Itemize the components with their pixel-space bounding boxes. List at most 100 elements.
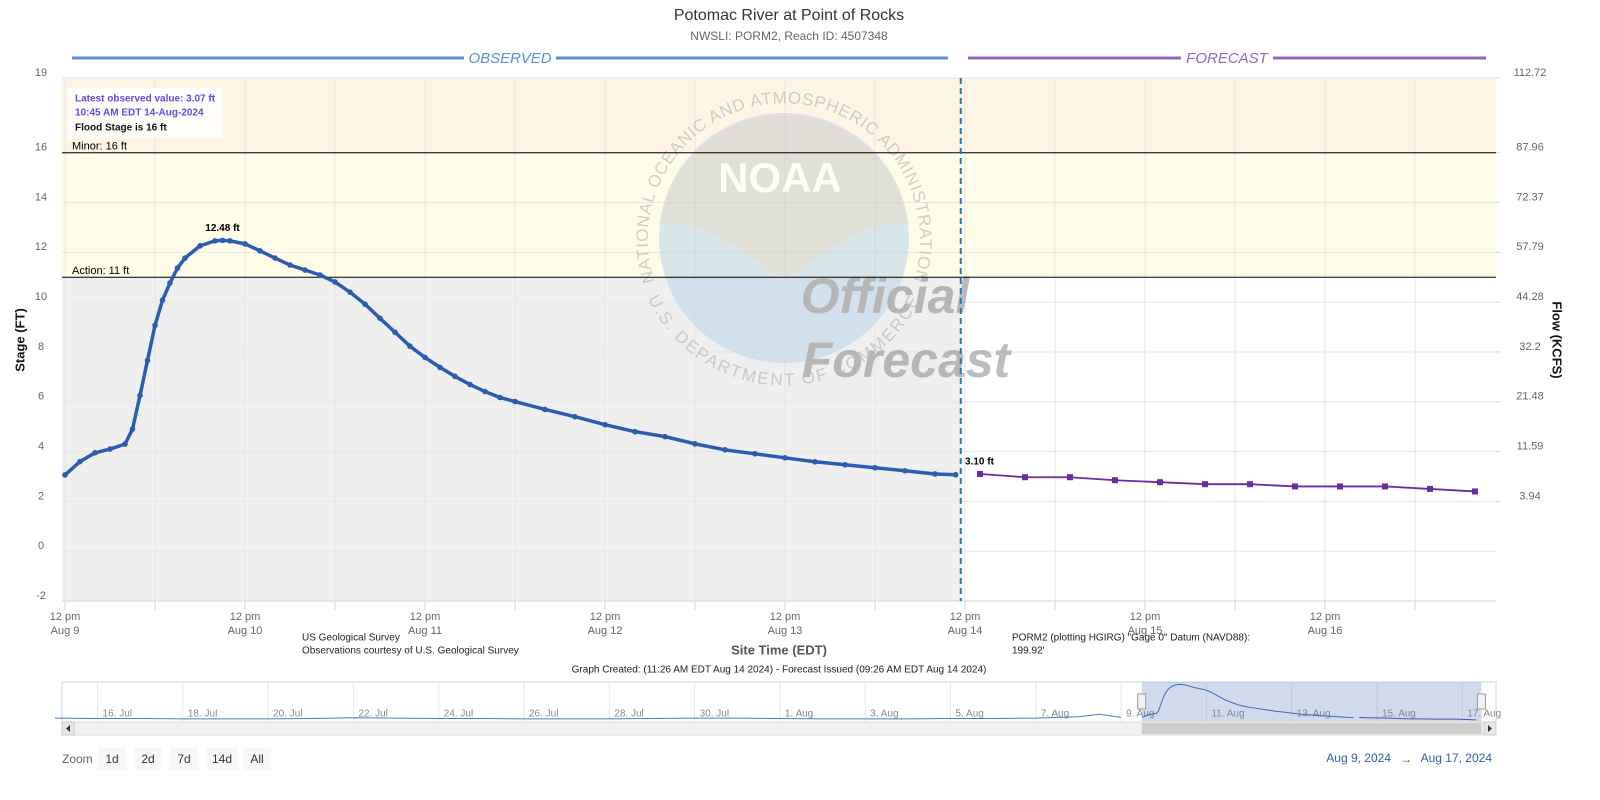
data-point — [347, 289, 353, 295]
x-tick-label: 12 pm — [770, 611, 801, 623]
data-point — [62, 472, 68, 478]
data-point — [1022, 474, 1028, 481]
data-point — [92, 450, 98, 456]
data-point — [722, 447, 728, 453]
navigator-handle[interactable] — [1476, 693, 1486, 710]
data-point — [482, 388, 488, 395]
data-point — [1247, 481, 1253, 488]
data-point — [174, 265, 181, 271]
range-button-label: 2d — [141, 752, 154, 766]
y-axis-label: Stage (FT) — [12, 308, 27, 372]
data-point — [752, 451, 758, 457]
navigator-tick-label: 5. Aug — [955, 709, 983, 720]
data-point — [1292, 483, 1298, 490]
data-point — [159, 297, 166, 303]
range-button[interactable]: 1d — [98, 748, 126, 770]
data-point — [317, 272, 323, 278]
data-point — [129, 426, 136, 432]
annotation: 12.48 ft — [205, 223, 240, 234]
data-point — [122, 441, 128, 447]
data-point — [452, 373, 458, 380]
data-point — [602, 421, 608, 428]
range-from[interactable]: Aug 9, 2024 — [1326, 751, 1391, 765]
range-arrow: → — [1400, 752, 1412, 766]
data-point — [242, 241, 248, 247]
data-point — [662, 433, 668, 440]
data-point — [977, 470, 983, 477]
y-tick-label: 12 — [35, 241, 47, 253]
data-point — [422, 354, 428, 361]
data-point — [167, 280, 173, 286]
info-line: Latest observed value: 3.07 ft — [75, 94, 216, 105]
data-point — [332, 279, 338, 285]
range-button-bg — [134, 748, 162, 770]
y2-tick-label: 11.59 — [1517, 440, 1544, 452]
range-button-bg — [206, 748, 238, 770]
x-tick-label: 12 pm — [1310, 611, 1341, 623]
footnote: 199.92' — [1012, 646, 1045, 657]
y2-tick-label: 3.94 — [1519, 490, 1540, 502]
data-point — [632, 428, 638, 435]
data-point — [377, 315, 383, 322]
data-point — [512, 398, 518, 405]
data-point — [272, 255, 278, 261]
y-tick-label: 14 — [35, 191, 47, 203]
navigator-tick-label: 15. Aug — [1382, 709, 1416, 720]
x-tick-label: Aug 9 — [51, 625, 80, 637]
navigator-tick-label: 7. Aug — [1041, 709, 1069, 720]
data-point — [1067, 474, 1073, 481]
data-point — [362, 301, 368, 307]
range-button-label: 14d — [212, 752, 232, 766]
data-point — [144, 357, 151, 364]
y2-tick-label: 72.37 — [1516, 191, 1544, 203]
forecast-banner-bg — [1181, 48, 1273, 68]
logo-top — [660, 115, 908, 281]
data-point — [812, 458, 818, 465]
y-tick-label: 4 — [38, 440, 44, 452]
zoom-label: Zoom — [62, 752, 93, 766]
data-point — [287, 262, 293, 268]
navigator-tick-label: 28. Jul — [614, 709, 643, 720]
navigator-tick-label: 13. Aug — [1297, 709, 1331, 720]
data-point — [392, 329, 398, 336]
navigator-history — [54, 713, 1122, 720]
data-point — [257, 248, 263, 254]
range-button[interactable]: All — [243, 748, 271, 770]
scrollbar-thumb[interactable] — [1141, 723, 1482, 734]
range-button[interactable]: 2d — [134, 748, 162, 770]
data-point — [1202, 481, 1208, 488]
footnote: Observations courtesy of U.S. Geological… — [302, 646, 519, 657]
footnote: US Geological Survey — [302, 633, 400, 644]
data-point — [1157, 479, 1163, 486]
navigator-tick-label: 17. Aug — [1467, 709, 1501, 720]
scroll-left-arrow — [66, 725, 70, 732]
data-point — [782, 454, 788, 461]
x-tick-label: Aug 13 — [768, 625, 803, 637]
x-tick-label: 12 pm — [1130, 611, 1161, 623]
y-tick-label: 6 — [38, 391, 44, 403]
data-point — [302, 267, 308, 273]
data-point — [467, 381, 473, 388]
flood-label: Minor: 16 ft — [72, 141, 127, 153]
navigator-tick-label: 1. Aug — [785, 709, 813, 720]
foreground: -2 0 2 4 6 8 10 12 14 16 19 112.72 87.96 72.37 57.79 44… — [35, 67, 1547, 637]
navigator-tick-label: 26. Jul — [529, 709, 558, 720]
x-tick-label: Aug 11 — [408, 625, 442, 637]
y-tick-label: 16 — [35, 142, 47, 154]
y2-tick-label: 21.48 — [1516, 391, 1544, 403]
data-point — [182, 255, 188, 261]
range-to[interactable]: Aug 17, 2024 — [1421, 751, 1493, 765]
range-button[interactable]: 14d — [206, 748, 238, 770]
x-tick-label: Aug 10 — [228, 625, 263, 637]
info-line: 10:45 AM EDT 14-Aug-2024 — [75, 108, 204, 119]
data-point — [902, 467, 908, 474]
info-line: Flood Stage is 16 ft — [75, 123, 167, 134]
data-point — [137, 392, 143, 399]
data-point — [152, 322, 158, 329]
y-tick-label: 0 — [38, 540, 44, 552]
y2-tick-label: 57.79 — [1516, 241, 1544, 253]
navigator-handle[interactable] — [1137, 693, 1147, 710]
range-button[interactable]: 7d — [170, 748, 198, 770]
